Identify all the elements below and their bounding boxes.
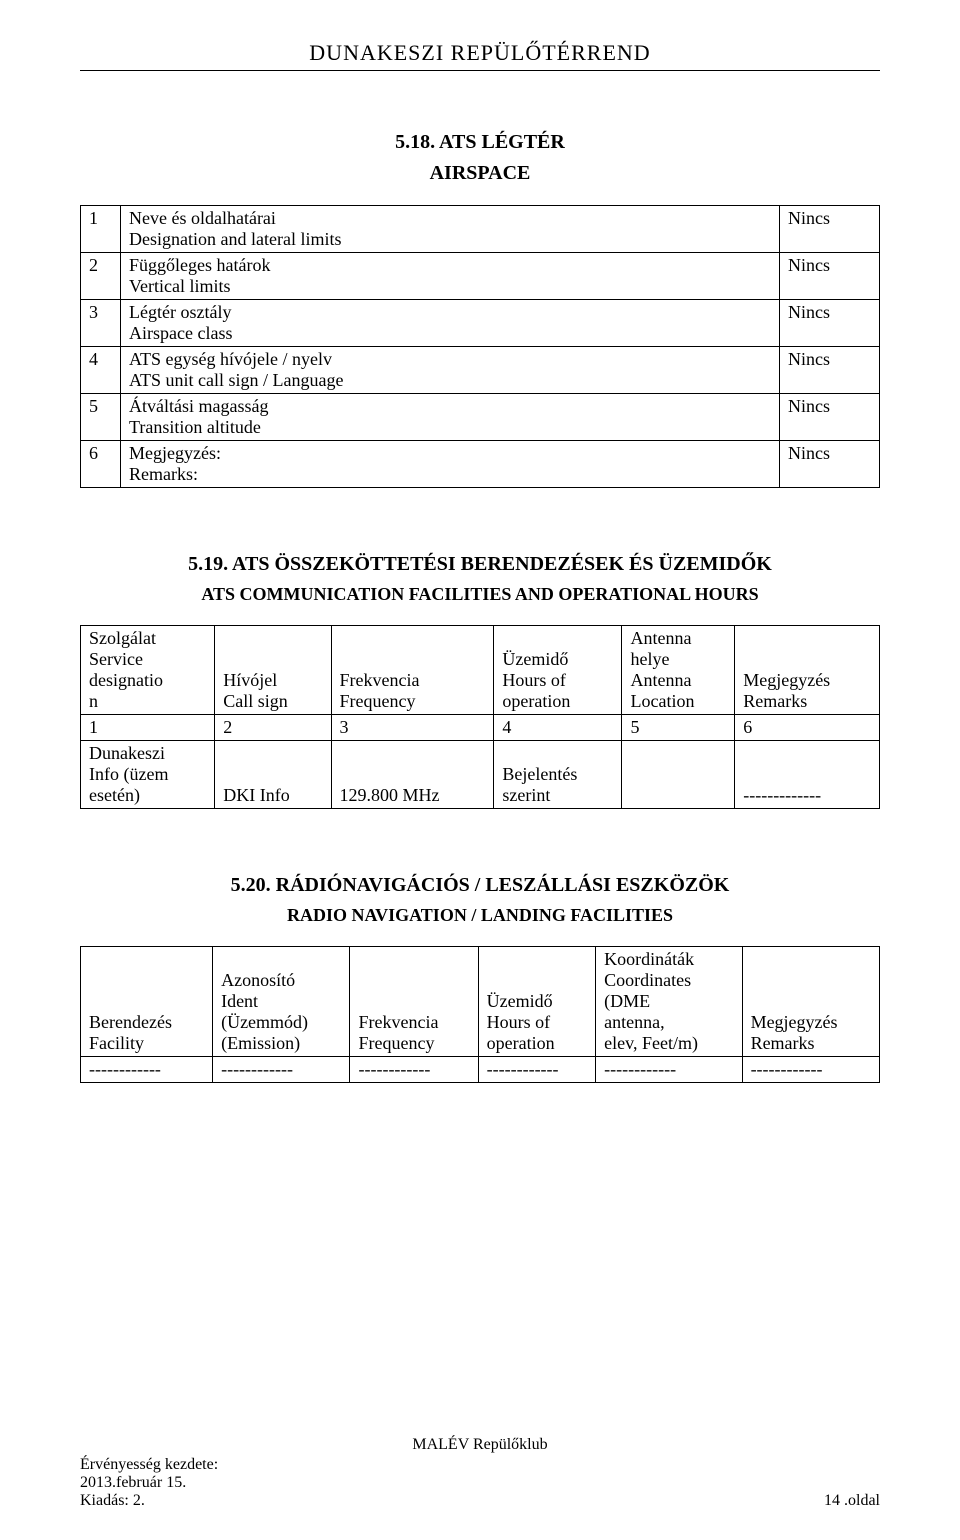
- footer-edition: Kiadás: 2.: [80, 1492, 145, 1509]
- col-header-coordinates: Koordináták Coordinates (DME antenna, el…: [596, 947, 742, 1057]
- cell-remarks: ------------: [742, 1057, 879, 1083]
- section-519-title: 5.19. ATS ÖSSZEKÖTTETÉSI BERENDEZÉSEK ÉS…: [80, 553, 880, 576]
- row-value: Nincs: [780, 206, 880, 253]
- col-header-hours: Üzemidő Hours of operation: [478, 947, 596, 1057]
- table-518: 1 Neve és oldalhatárai Designation and l…: [80, 205, 880, 488]
- colnum-6: 6: [735, 715, 880, 741]
- section-518: 5.18. ATS LÉGTÉR AIRSPACE 1 Neve és olda…: [80, 131, 880, 488]
- table-row: 3 Légtér osztály Airspace class Nincs: [81, 300, 880, 347]
- row-num: 6: [81, 441, 121, 488]
- row-desc: Légtér osztály Airspace class: [121, 300, 780, 347]
- footer-pagenum: 14 .oldal: [824, 1492, 880, 1510]
- table-row: 4 ATS egység hívójele / nyelv ATS unit c…: [81, 347, 880, 394]
- header-divider: [80, 70, 880, 71]
- row-value: Nincs: [780, 347, 880, 394]
- colnum-3: 3: [331, 715, 494, 741]
- row-desc: Átváltási magasság Transition altitude: [121, 394, 780, 441]
- table-row: 1 Neve és oldalhatárai Designation and l…: [81, 206, 880, 253]
- table-row: 5 Átváltási magasság Transition altitude…: [81, 394, 880, 441]
- col-header-antenna: Antenna helye Antenna Location: [622, 626, 735, 715]
- colnum-5: 5: [622, 715, 735, 741]
- section-520-subtitle: RADIO NAVIGATION / LANDING FACILITIES: [80, 905, 880, 926]
- cell-antenna: [622, 741, 735, 809]
- footer-validity-label: Érvényesség kezdete:: [80, 1456, 218, 1473]
- row-value: Nincs: [780, 300, 880, 347]
- table-numrow: 1 2 3 4 5 6: [81, 715, 880, 741]
- cell-coordinates: ------------: [596, 1057, 742, 1083]
- colnum-2: 2: [215, 715, 331, 741]
- row-desc-line1: Légtér osztály: [129, 302, 231, 322]
- cell-facility: ------------: [81, 1057, 213, 1083]
- table-row: ------------ ------------ ------------ -…: [81, 1057, 880, 1083]
- row-desc-line1: Függőleges határok: [129, 255, 270, 275]
- row-value: Nincs: [780, 253, 880, 300]
- row-desc: Függőleges határok Vertical limits: [121, 253, 780, 300]
- row-num: 2: [81, 253, 121, 300]
- table-row: Dunakeszi Info (üzem esetén) DKI Info 12…: [81, 741, 880, 809]
- col-header-frequency: Frekvencia Frequency: [350, 947, 478, 1057]
- section-518-title: 5.18. ATS LÉGTÉR: [80, 131, 880, 154]
- colnum-1: 1: [81, 715, 215, 741]
- row-num: 3: [81, 300, 121, 347]
- table-row: 6 Megjegyzés: Remarks: Nincs: [81, 441, 880, 488]
- row-desc-line2: Remarks:: [129, 464, 198, 484]
- table-header-row: Berendezés Facility Azonosító Ident (Üze…: [81, 947, 880, 1057]
- cell-remarks: -------------: [735, 741, 880, 809]
- table-519: Szolgálat Service designatio n Hívójel C…: [80, 625, 880, 809]
- row-desc-line2: Transition altitude: [129, 417, 261, 437]
- cell-hours: ------------: [478, 1057, 596, 1083]
- section-518-subtitle: AIRSPACE: [80, 162, 880, 185]
- footer-left: Érvényesség kezdete: 2013.február 15. Ki…: [80, 1456, 218, 1510]
- col-header-ident: Azonosító Ident (Üzemmód) (Emission): [213, 947, 350, 1057]
- cell-service: Dunakeszi Info (üzem esetén): [81, 741, 215, 809]
- col-header-callsign: Hívójel Call sign: [215, 626, 331, 715]
- section-519: 5.19. ATS ÖSSZEKÖTTETÉSI BERENDEZÉSEK ÉS…: [80, 553, 880, 809]
- row-desc-line1: ATS egység hívójele / nyelv: [129, 349, 332, 369]
- table-header-row: Szolgálat Service designatio n Hívójel C…: [81, 626, 880, 715]
- row-num: 4: [81, 347, 121, 394]
- page-header-title: DUNAKESZI REPÜLŐTÉRREND: [80, 40, 880, 66]
- cell-frequency: 129.800 MHz: [331, 741, 494, 809]
- row-desc-line1: Átváltási magasság: [129, 396, 268, 416]
- col-header-facility: Berendezés Facility: [81, 947, 213, 1057]
- section-520-title: 5.20. RÁDIÓNAVIGÁCIÓS / LESZÁLLÁSI ESZKÖ…: [80, 874, 880, 897]
- col-header-frequency: Frekvencia Frequency: [331, 626, 494, 715]
- row-desc-line2: Airspace class: [129, 323, 232, 343]
- cell-ident: ------------: [213, 1057, 350, 1083]
- cell-hours: Bejelentés szerint: [494, 741, 622, 809]
- row-desc-line1: Neve és oldalhatárai: [129, 208, 276, 228]
- row-desc-line2: Vertical limits: [129, 276, 230, 296]
- row-desc: ATS egység hívójele / nyelv ATS unit cal…: [121, 347, 780, 394]
- cell-frequency: ------------: [350, 1057, 478, 1083]
- col-header-remarks: Megjegyzés Remarks: [735, 626, 880, 715]
- section-519-subtitle: ATS COMMUNICATION FACILITIES AND OPERATI…: [80, 584, 880, 605]
- row-desc: Megjegyzés: Remarks:: [121, 441, 780, 488]
- row-desc: Neve és oldalhatárai Designation and lat…: [121, 206, 780, 253]
- row-num: 5: [81, 394, 121, 441]
- page-footer: MALÉV Repülőklub Érvényesség kezdete: 20…: [80, 1436, 880, 1510]
- row-num: 1: [81, 206, 121, 253]
- row-desc-line2: Designation and lateral limits: [129, 229, 341, 249]
- table-row: 2 Függőleges határok Vertical limits Nin…: [81, 253, 880, 300]
- row-value: Nincs: [780, 394, 880, 441]
- footer-center: MALÉV Repülőklub: [80, 1436, 880, 1454]
- col-header-hours: Üzemidő Hours of operation: [494, 626, 622, 715]
- table-520: Berendezés Facility Azonosító Ident (Üze…: [80, 946, 880, 1083]
- colnum-4: 4: [494, 715, 622, 741]
- col-header-remarks: Megjegyzés Remarks: [742, 947, 879, 1057]
- section-520: 5.20. RÁDIÓNAVIGÁCIÓS / LESZÁLLÁSI ESZKÖ…: [80, 874, 880, 1083]
- footer-validity-date: 2013.február 15.: [80, 1474, 186, 1491]
- row-desc-line2: ATS unit call sign / Language: [129, 370, 343, 390]
- cell-callsign: DKI Info: [215, 741, 331, 809]
- row-desc-line1: Megjegyzés:: [129, 443, 221, 463]
- col-header-service: Szolgálat Service designatio n: [81, 626, 215, 715]
- row-value: Nincs: [780, 441, 880, 488]
